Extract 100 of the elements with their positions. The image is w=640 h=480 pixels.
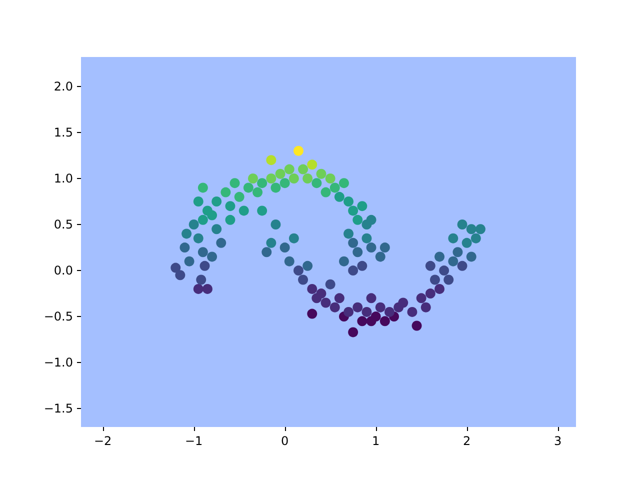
y-tick-label: −1.0 xyxy=(44,356,73,370)
point xyxy=(352,302,363,312)
point xyxy=(266,238,276,248)
point xyxy=(357,260,368,271)
point xyxy=(348,206,358,216)
y-tick-label: 1.5 xyxy=(54,125,73,140)
point xyxy=(316,168,326,179)
point xyxy=(202,284,212,294)
point xyxy=(416,293,426,304)
point xyxy=(184,256,194,266)
point xyxy=(225,214,236,225)
point xyxy=(366,293,376,304)
point xyxy=(280,178,290,188)
point xyxy=(448,256,458,266)
point xyxy=(384,306,394,317)
point xyxy=(344,196,354,206)
point xyxy=(366,214,376,225)
point xyxy=(320,298,331,308)
point xyxy=(475,224,486,234)
point xyxy=(434,252,445,262)
point xyxy=(466,224,476,234)
point xyxy=(207,252,218,262)
y-tick-label: 0.5 xyxy=(54,218,73,232)
point xyxy=(307,284,318,294)
point xyxy=(375,252,386,262)
point xyxy=(448,233,458,244)
point xyxy=(434,284,445,294)
point xyxy=(238,206,249,216)
x-tick-label: 2 xyxy=(462,434,471,448)
point xyxy=(212,196,222,206)
point xyxy=(320,187,331,198)
point xyxy=(439,266,450,276)
point xyxy=(312,178,322,188)
point xyxy=(234,192,244,202)
point xyxy=(302,173,313,184)
point xyxy=(375,302,386,312)
point xyxy=(330,182,340,193)
point xyxy=(198,214,208,225)
point xyxy=(225,201,236,212)
point xyxy=(284,256,294,266)
point xyxy=(280,242,290,253)
point xyxy=(462,238,472,248)
point xyxy=(325,279,336,290)
point xyxy=(262,247,272,258)
point xyxy=(266,173,276,184)
y-tick-label: −0.5 xyxy=(44,310,73,324)
point xyxy=(182,228,192,239)
x-tick-label: 3 xyxy=(554,434,562,448)
point xyxy=(230,178,240,188)
x-tick-label: −1 xyxy=(184,434,203,448)
point xyxy=(220,187,231,198)
point xyxy=(444,274,454,285)
point xyxy=(380,242,390,253)
point xyxy=(357,201,368,212)
point xyxy=(344,306,354,317)
point xyxy=(430,274,440,285)
y-tick-label: 0.0 xyxy=(54,264,73,278)
x-tick-label: 0 xyxy=(281,434,289,448)
y-tick-label: 1.0 xyxy=(54,171,73,186)
point xyxy=(198,247,208,258)
point xyxy=(200,260,210,271)
point xyxy=(298,164,308,174)
point xyxy=(362,306,372,317)
point xyxy=(348,266,358,276)
point xyxy=(293,266,304,276)
point xyxy=(175,270,186,280)
point xyxy=(352,247,363,258)
point xyxy=(207,210,218,220)
point xyxy=(198,182,208,193)
point xyxy=(257,206,268,216)
point xyxy=(425,260,436,271)
point xyxy=(275,168,286,179)
point xyxy=(216,238,226,248)
point xyxy=(193,284,204,294)
point xyxy=(425,288,436,299)
point xyxy=(298,274,308,285)
point xyxy=(257,178,268,188)
point xyxy=(338,256,349,266)
point xyxy=(284,164,294,174)
point xyxy=(370,312,381,322)
point xyxy=(330,302,340,312)
point xyxy=(270,182,281,193)
point xyxy=(196,274,206,285)
point xyxy=(270,220,281,230)
point xyxy=(348,327,358,338)
point xyxy=(398,298,408,308)
point xyxy=(243,182,254,193)
x-tick-label: 1 xyxy=(372,434,380,448)
point xyxy=(338,178,349,188)
point xyxy=(344,228,354,239)
point xyxy=(180,242,190,253)
y-tick-label: 2.0 xyxy=(54,79,73,94)
point xyxy=(193,196,204,206)
point xyxy=(293,146,304,156)
point xyxy=(366,242,376,253)
point xyxy=(470,233,481,244)
point xyxy=(407,306,418,317)
point xyxy=(466,252,476,262)
y-tick-label: −1.5 xyxy=(44,402,73,416)
point xyxy=(334,293,344,304)
